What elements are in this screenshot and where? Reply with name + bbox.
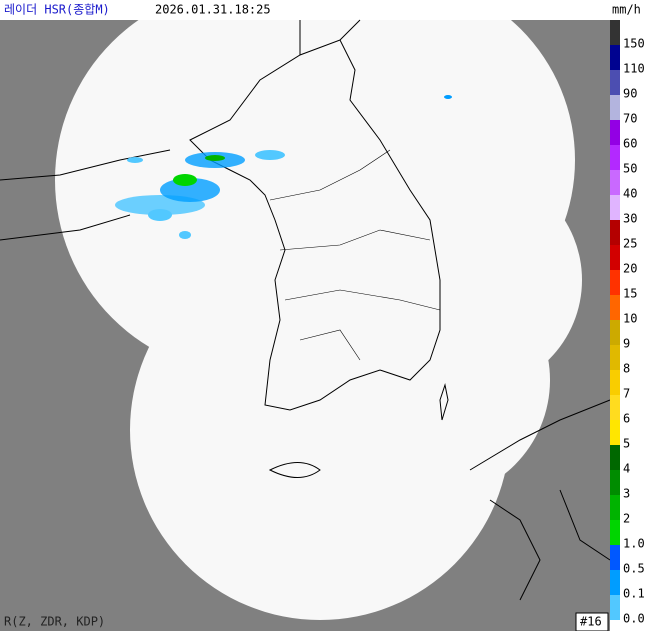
legend-label: 90	[623, 87, 637, 101]
legend-swatch	[610, 170, 620, 195]
legend-label: 110	[623, 62, 645, 76]
legend-swatch	[610, 345, 620, 370]
legend-swatch	[610, 145, 620, 170]
provinces	[269, 149, 441, 361]
legend-label: 15	[623, 287, 637, 301]
legend-label: 30	[623, 212, 637, 226]
legend-swatch	[610, 245, 620, 270]
legend-label: 3	[623, 487, 630, 501]
legend-label: 5	[623, 437, 630, 451]
legend-swatch	[610, 445, 620, 470]
legend-swatch	[610, 20, 620, 45]
page-label: #16	[580, 615, 602, 629]
legend-label: 6	[623, 412, 630, 426]
legend-swatch	[610, 395, 620, 420]
legend-swatch	[610, 545, 620, 570]
legend-swatch	[610, 120, 620, 145]
map	[0, 19, 611, 631]
legend-swatch	[610, 470, 620, 495]
legend-swatch	[610, 70, 620, 95]
legend-label: 40	[623, 187, 637, 201]
method-label: R(Z, ZDR, KDP)	[4, 615, 105, 629]
legend-swatch	[610, 495, 620, 520]
legend-label: 0.1	[623, 587, 645, 601]
coverage	[55, 20, 582, 620]
legend-swatch	[610, 595, 620, 620]
legend-label: 60	[623, 137, 637, 151]
legend-swatch	[610, 420, 620, 445]
radar-echo	[115, 95, 452, 239]
legend-label: 8	[623, 362, 630, 376]
timestamp: 2026.01.31.18:25	[155, 3, 271, 17]
legend-swatch	[610, 45, 620, 70]
title: 레이더 HSR(종합M)	[4, 3, 110, 17]
unit: mm/h	[612, 3, 641, 17]
legend-swatch	[610, 220, 620, 245]
legend-swatch	[610, 570, 620, 595]
legend-label: 0.5	[623, 562, 645, 576]
legend-swatch	[610, 370, 620, 395]
legend-label: 9	[623, 337, 630, 351]
legend-label: 2	[623, 512, 630, 526]
legend-swatch	[610, 195, 620, 220]
legend-swatch	[610, 295, 620, 320]
legend-label: 0.0	[623, 612, 645, 626]
legend-label: 25	[623, 237, 637, 251]
coastline	[0, 19, 611, 601]
legend-label: 7	[623, 387, 630, 401]
legend-label: 4	[623, 462, 630, 476]
legend-label: 1.0	[623, 537, 645, 551]
legend-swatch	[610, 270, 620, 295]
legend-label: 20	[623, 262, 637, 276]
legend-label: 150	[623, 37, 645, 51]
legend-swatch	[610, 320, 620, 345]
legend-label: 50	[623, 162, 637, 176]
legend-label: 70	[623, 112, 637, 126]
legend: 150 110 90 70 60 50 40 30 25 20 15 10 9 8 7 6 5 4 3 2 1.0 0.5…	[610, 20, 645, 626]
legend-swatch	[610, 520, 620, 545]
legend-swatch	[610, 95, 620, 120]
page-box	[575, 612, 609, 631]
legend-label: 10	[623, 312, 637, 326]
